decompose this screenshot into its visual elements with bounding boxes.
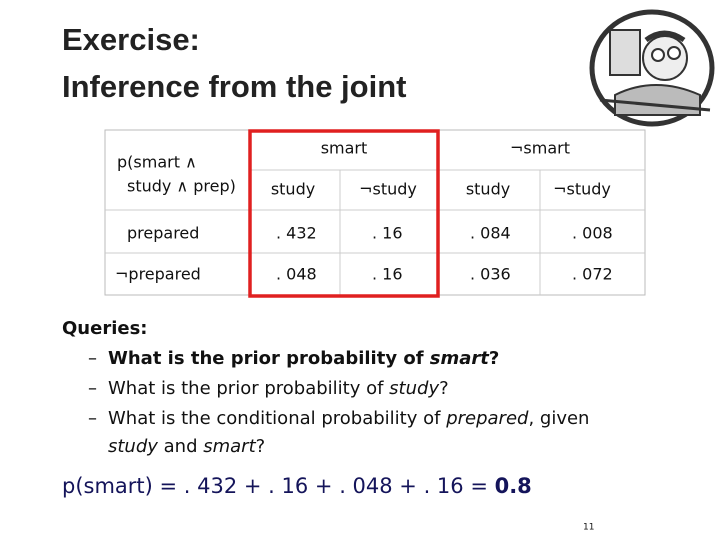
cell: . 16 bbox=[372, 224, 403, 243]
column-header: ¬study bbox=[359, 180, 417, 199]
query-term: smart bbox=[430, 348, 490, 369]
query-term: study bbox=[389, 378, 439, 399]
title-line: Inference from the joint bbox=[62, 69, 406, 104]
corner-label: study ∧ prep) bbox=[127, 177, 236, 196]
column-header: ¬study bbox=[553, 180, 611, 199]
query-term: prepared bbox=[445, 408, 529, 429]
table: p(smart ∧ study ∧ prep) smart ¬smart stu… bbox=[104, 129, 646, 298]
corner-label: p(smart ∧ bbox=[117, 153, 197, 172]
formula: p(smart) = . 432 + . 16 + . 048 + . 16 =… bbox=[62, 474, 532, 498]
row-header: prepared bbox=[127, 224, 199, 243]
column-header: study bbox=[466, 180, 510, 199]
highlight-box bbox=[248, 129, 440, 298]
page-number: 11 bbox=[583, 523, 594, 533]
query: study and smart? bbox=[108, 436, 265, 457]
title-line: Exercise: bbox=[62, 22, 200, 57]
query-text: What is the prior probability of bbox=[108, 378, 389, 399]
query: What is the prior probability of study? bbox=[108, 378, 449, 399]
query-text: ? bbox=[256, 436, 266, 457]
svg-text:–: – bbox=[88, 348, 97, 369]
query-text: and bbox=[158, 436, 203, 457]
row-header: ¬prepared bbox=[115, 265, 201, 284]
cell: . 084 bbox=[470, 224, 511, 243]
query: What is the conditional probability of p… bbox=[108, 408, 589, 429]
query-text: ? bbox=[489, 348, 499, 369]
query-text: What is the prior probability of bbox=[108, 348, 430, 369]
bullets: – – – bbox=[88, 348, 97, 429]
query-text: ? bbox=[439, 378, 449, 399]
illustration bbox=[589, 9, 715, 127]
cell: . 432 bbox=[276, 224, 317, 243]
query: What is the prior probability of smart? bbox=[108, 348, 499, 369]
svg-text:–: – bbox=[88, 378, 97, 399]
cell: . 16 bbox=[372, 265, 403, 284]
formula-text: p(smart) = . 432 + . 16 + . 048 + . 16 = bbox=[62, 474, 495, 498]
cell: . 036 bbox=[470, 265, 511, 284]
query-term: study bbox=[108, 436, 158, 457]
group-header: ¬smart bbox=[510, 139, 570, 158]
queries-heading: Queries: bbox=[62, 318, 148, 339]
group-header: smart bbox=[321, 139, 368, 158]
column-header: study bbox=[271, 180, 315, 199]
formula-result: 0.8 bbox=[495, 474, 532, 498]
cell: . 048 bbox=[276, 265, 317, 284]
cell: . 072 bbox=[572, 265, 613, 284]
query-term: smart bbox=[203, 436, 256, 457]
query-text: , given bbox=[528, 408, 589, 429]
cell: . 008 bbox=[572, 224, 613, 243]
query-text: What is the conditional probability of bbox=[108, 408, 446, 429]
svg-text:–: – bbox=[88, 408, 97, 429]
